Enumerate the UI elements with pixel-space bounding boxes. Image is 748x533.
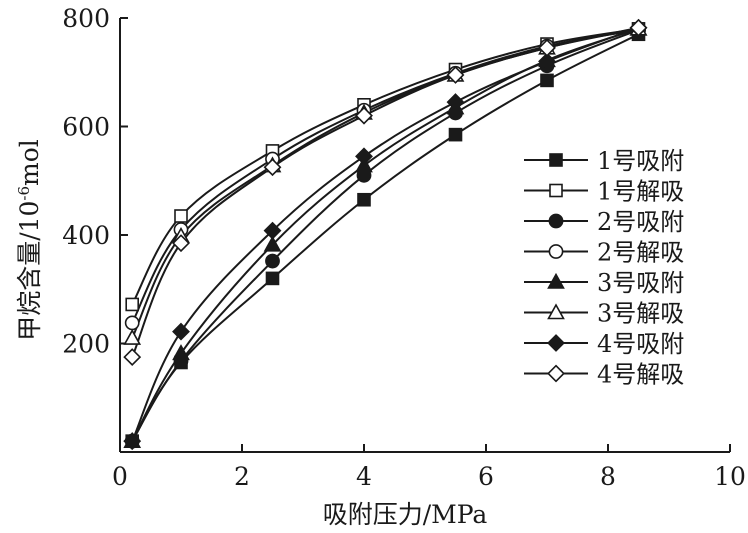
legend-label: 2号吸附 xyxy=(597,208,684,236)
data-point xyxy=(263,221,282,240)
x-tick-label: 0 xyxy=(112,462,128,491)
data-point xyxy=(446,93,465,112)
x-tick-label: 2 xyxy=(234,462,250,491)
legend-label: 1号吸附 xyxy=(597,147,684,175)
data-point xyxy=(123,328,142,345)
legend-label: 4号解吸 xyxy=(597,361,684,389)
legend-marker xyxy=(547,303,565,320)
y-axis-title: 甲烷含量/10-6mol xyxy=(15,139,44,341)
data-point xyxy=(172,322,190,341)
data-point xyxy=(123,432,142,451)
x-axis-title: 吸附压力/MPa xyxy=(323,500,488,529)
x-tick-label: 4 xyxy=(356,462,372,491)
legend-label: 1号解吸 xyxy=(597,178,684,206)
legend-marker xyxy=(548,213,564,229)
data-point xyxy=(540,73,554,88)
legend-marker xyxy=(549,183,563,198)
legend-label: 4号吸附 xyxy=(597,330,684,358)
data-point xyxy=(265,271,280,286)
y-tick-label: 400 xyxy=(62,221,110,250)
data-point xyxy=(355,106,373,125)
legend-marker xyxy=(547,334,565,352)
plot-series xyxy=(123,18,648,451)
data-point xyxy=(357,192,371,207)
data-point xyxy=(448,127,463,142)
legend-marker xyxy=(548,244,564,259)
data-point xyxy=(172,234,190,253)
legend-label: 3号吸附 xyxy=(597,269,684,297)
series-line-4 xyxy=(131,28,639,324)
axes: 0 2 4 6 8 10 200 400 600 800 吸附压力/MPa 甲烷含量/10-6mol xyxy=(15,4,746,529)
data-point xyxy=(265,253,280,269)
data-point xyxy=(124,315,140,331)
legend-label: 2号解吸 xyxy=(597,239,684,267)
data-point xyxy=(123,348,142,366)
data-point xyxy=(355,147,373,166)
data-point xyxy=(446,66,465,84)
legend-marker xyxy=(547,364,565,383)
data-point xyxy=(263,235,282,252)
legend-marker xyxy=(547,272,565,289)
series-line-3 xyxy=(131,29,639,442)
x-tick-label: 8 xyxy=(600,462,616,491)
y-tick-label: 600 xyxy=(62,113,110,142)
data-point xyxy=(172,344,190,361)
series-line-5 xyxy=(131,27,639,442)
series-line-7 xyxy=(131,26,639,442)
legend-label: 3号解吸 xyxy=(597,300,684,328)
data-point xyxy=(125,297,139,312)
data-point xyxy=(629,18,648,37)
data-point xyxy=(174,209,188,223)
y-tick-label: 200 xyxy=(62,330,110,359)
x-tick-label: 10 xyxy=(714,462,746,491)
data-point xyxy=(538,38,556,57)
data-point xyxy=(538,52,556,71)
data-point xyxy=(263,158,282,177)
legend-marker xyxy=(549,153,563,167)
y-tick-label: 800 xyxy=(62,4,110,33)
x-tick-label: 6 xyxy=(478,462,494,491)
